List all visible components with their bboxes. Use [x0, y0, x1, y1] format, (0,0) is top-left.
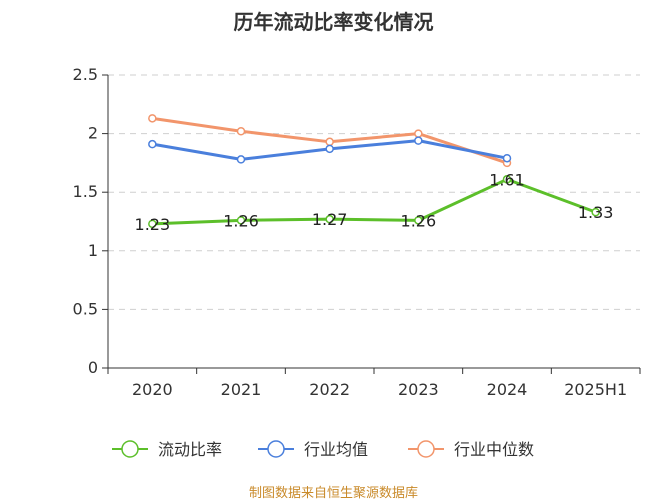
legend-swatch-marker [121, 440, 139, 458]
data-label: 1.23 [135, 215, 171, 234]
y-tick-label: 2 [88, 124, 98, 143]
data-point [236, 216, 246, 225]
data-labels: 1.23 1.26 1.27 1.26 1.61 1.33 [135, 170, 614, 234]
gridlines [108, 74, 640, 310]
y-tick-label: 0 [88, 358, 98, 377]
y-tick-label: 1.5 [73, 182, 98, 201]
legend-swatch-marker [417, 440, 435, 458]
data-point [502, 175, 512, 184]
data-point [148, 219, 157, 229]
series-lines [148, 114, 600, 229]
x-tick-label: 2020 [132, 380, 173, 399]
x-tick-label: 2024 [487, 380, 528, 399]
legend-label: 流动比率 [158, 440, 222, 459]
data-point [148, 139, 157, 149]
data-label: 1.61 [489, 170, 525, 189]
data-point [148, 114, 157, 123]
data-point [325, 137, 334, 147]
legend-label: 行业中位数 [454, 440, 534, 459]
axes: 0 0.5 1 1.5 2 2.5 2020 2021 2022 2023 2024 2025H1 [73, 65, 641, 399]
data-point [325, 214, 334, 224]
legend-label: 行业均值 [304, 440, 368, 459]
data-label: 1.33 [578, 203, 614, 222]
x-tick-label: 2023 [398, 380, 439, 399]
data-label: 1.27 [312, 210, 348, 229]
x-tick-label: 2022 [309, 380, 350, 399]
x-tick-label: 2025H1 [564, 380, 627, 399]
data-point [502, 153, 512, 163]
data-label: 1.26 [401, 211, 437, 230]
data-point [414, 216, 423, 225]
chart-title: 历年流动比率变化情况 [233, 10, 434, 34]
series-line-0 [152, 177, 597, 226]
y-tick-label: 1 [88, 241, 98, 260]
x-tick-label: 2021 [221, 380, 262, 399]
data-point [236, 127, 246, 136]
data-point [414, 129, 423, 138]
y-tick-label: 0.5 [73, 299, 98, 318]
y-tick-label: 2.5 [73, 65, 98, 84]
legend: 流动比率 行业均值 行业中位数 [112, 440, 534, 459]
legend-swatch-marker [267, 440, 285, 458]
data-point [591, 207, 600, 217]
data-point [236, 155, 246, 164]
data-label: 1.26 [223, 211, 259, 230]
data-point [325, 144, 334, 154]
data-point [414, 136, 423, 145]
data-source-footer: 制图数据来自恒生聚源数据库 [248, 486, 418, 501]
